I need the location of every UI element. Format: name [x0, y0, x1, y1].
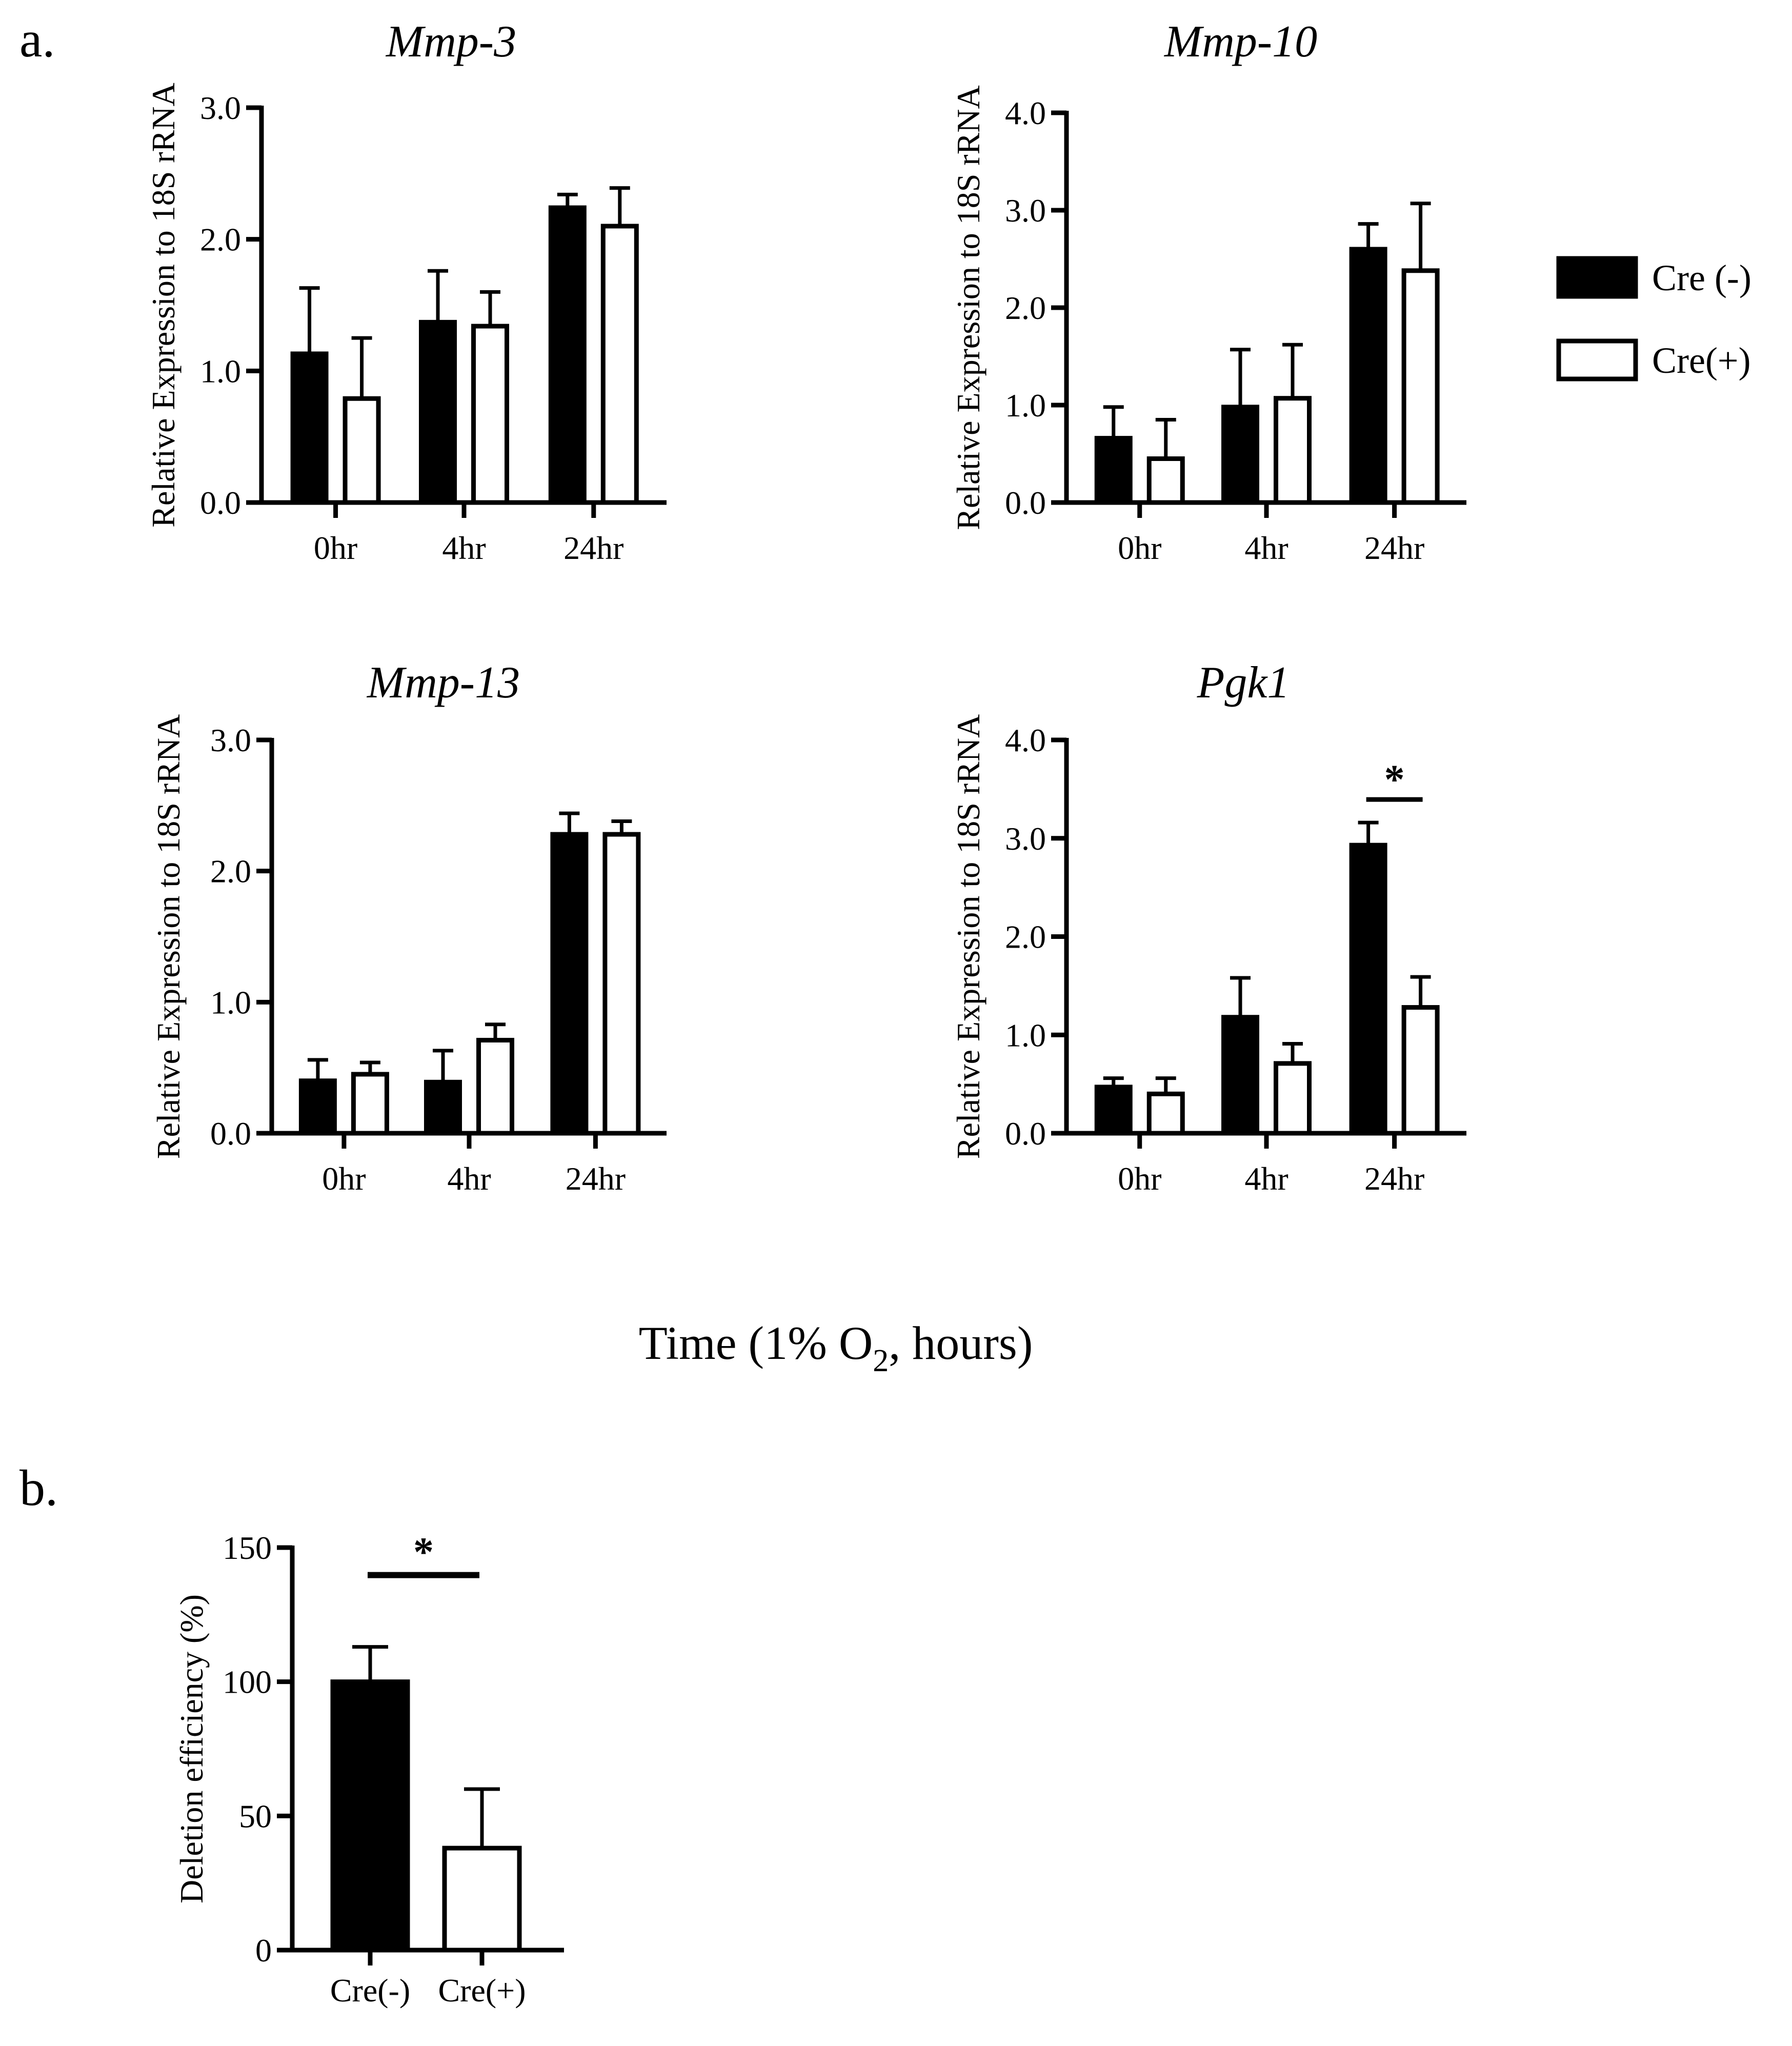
chart-mmp3: Mmp-3 Relative Expression to 18S rRNA 0.0 1…	[145, 17, 667, 566]
bar-cre-minus-24hr	[1349, 247, 1387, 505]
y-axis-label: Relative Expression to 18S rRNA	[950, 714, 986, 1159]
y-tick-label: 0.0	[1005, 485, 1046, 521]
bar-cre-minus-0hr	[1094, 1085, 1133, 1136]
y-tick-label: 1.0	[1005, 1017, 1046, 1053]
x-tick-label: Cre(-)	[330, 1972, 410, 2009]
bar-cre-plus-4hr	[1274, 1061, 1312, 1136]
bar-cre-minus-4hr	[1221, 405, 1259, 505]
bar-cre-plus-0hr	[1146, 1091, 1185, 1136]
y-tick-label: 1.0	[210, 984, 251, 1020]
y-tick-label: 3.0	[210, 722, 251, 758]
chart-title: Mmp-13	[366, 658, 520, 708]
bar-cre-plus-0hr	[351, 1072, 389, 1136]
x-tick-label: Cre(+)	[438, 1972, 526, 2009]
chart-title: Mmp-3	[385, 17, 516, 67]
x-tick-label: 0hr	[1118, 1160, 1161, 1197]
y-tick-label: 150	[223, 1530, 272, 1566]
y-axis-label: Relative Expression to 18S rRNA	[145, 83, 182, 527]
y-tick-label: 100	[223, 1664, 272, 1700]
y-tick-label: 2.0	[1005, 919, 1046, 955]
common-x-axis-label-main: Time (1% O	[639, 1317, 873, 1369]
legend-label-cre-minus: Cre (-)	[1652, 257, 1751, 298]
bar-cre-minus-0hr	[290, 351, 329, 505]
common-x-axis-label-subscript: 2	[873, 1343, 889, 1378]
chart-mmp13: Mmp-13 Relative Expression to 18S rRNA 0.0…	[150, 658, 667, 1197]
bar-cre-minus-24hr	[548, 205, 587, 505]
panel-b-label: b.	[19, 1459, 58, 1516]
x-tick-label: 24hr	[1364, 530, 1424, 566]
bar-Cre(+)	[442, 1846, 522, 1953]
y-tick-label: 3.0	[1005, 820, 1046, 857]
y-tick-label: 4.0	[1005, 722, 1046, 758]
y-tick-label: 2.0	[210, 853, 251, 890]
bar-cre-plus-24hr	[602, 832, 641, 1136]
y-tick-label: 0.0	[210, 1115, 251, 1152]
x-tick-label: 0hr	[314, 530, 357, 566]
x-tick-label: 0hr	[1118, 530, 1161, 566]
legend: Cre (-) Cre(+)	[1556, 256, 1751, 382]
bar-cre-plus-4hr	[476, 1037, 514, 1136]
y-tick-label: 0.0	[1005, 1115, 1046, 1152]
bar-cre-minus-0hr	[298, 1078, 337, 1136]
significance-star: *	[413, 1530, 434, 1575]
common-x-axis-label: Time (1% O2, hours)	[639, 1317, 1033, 1378]
bar-cre-plus-4hr	[1274, 396, 1312, 505]
y-tick-label: 50	[239, 1798, 272, 1834]
common-x-axis-label-end: , hours)	[889, 1317, 1033, 1369]
y-tick-label: 1.0	[200, 353, 241, 389]
x-tick-label: 4hr	[1244, 1160, 1288, 1197]
significance-star: *	[1384, 757, 1405, 803]
chart-title: Pgk1	[1197, 658, 1290, 708]
chart-deletion: Deletion efficiency (%) 0 50 100 150 Cre(-) Cr…	[173, 1530, 564, 2009]
y-tick-label: 2.0	[200, 222, 241, 258]
x-tick-label: 24hr	[563, 530, 623, 566]
y-tick-label: 2.0	[1005, 290, 1046, 326]
bar-cre-plus-0hr	[1146, 456, 1185, 505]
legend-swatch-cre-minus	[1556, 256, 1638, 299]
y-axis-label: Relative Expression to 18S rRNA	[150, 714, 187, 1159]
y-tick-label: 3.0	[1005, 192, 1046, 229]
x-tick-label: 4hr	[442, 530, 486, 566]
bar-cre-plus-0hr	[343, 396, 381, 505]
bar-cre-minus-24hr	[1349, 843, 1387, 1136]
bar-cre-minus-4hr	[1221, 1015, 1259, 1136]
y-axis-label: Relative Expression to 18S rRNA	[950, 85, 986, 530]
legend-label-cre-plus: Cre(+)	[1652, 340, 1751, 381]
bar-cre-plus-24hr	[600, 224, 639, 505]
panel-a-label: a.	[19, 11, 55, 68]
x-tick-label: 0hr	[322, 1160, 366, 1197]
chart-mmp10: Mmp-10 Relative Expression to 18S rRNA 0.0…	[950, 17, 1466, 566]
bar-cre-plus-24hr	[1401, 268, 1440, 505]
y-tick-label: 1.0	[1005, 387, 1046, 424]
y-tick-label: 0	[255, 1932, 272, 1969]
y-axis-label: Deletion efficiency (%)	[173, 1594, 210, 1903]
bar-cre-plus-24hr	[1401, 1005, 1440, 1136]
bar-cre-minus-24hr	[550, 832, 589, 1136]
bar-Cre(-)	[330, 1679, 410, 1953]
bar-cre-minus-4hr	[419, 319, 457, 505]
x-tick-label: 24hr	[1364, 1160, 1424, 1197]
bar-cre-plus-4hr	[471, 324, 509, 505]
chart-pgk1: Pgk1 Relative Expression to 18S rRNA 0.0 1.…	[950, 658, 1466, 1197]
y-tick-label: 0.0	[200, 485, 241, 521]
x-tick-label: 4hr	[1244, 530, 1288, 566]
chart-title: Mmp-10	[1163, 17, 1317, 67]
bar-cre-minus-0hr	[1094, 436, 1133, 505]
x-tick-label: 4hr	[447, 1160, 491, 1197]
bar-cre-minus-4hr	[424, 1079, 462, 1136]
y-tick-label: 3.0	[200, 90, 241, 126]
legend-swatch-cre-plus	[1556, 338, 1638, 382]
x-tick-label: 24hr	[566, 1160, 626, 1197]
y-tick-label: 4.0	[1005, 95, 1046, 131]
